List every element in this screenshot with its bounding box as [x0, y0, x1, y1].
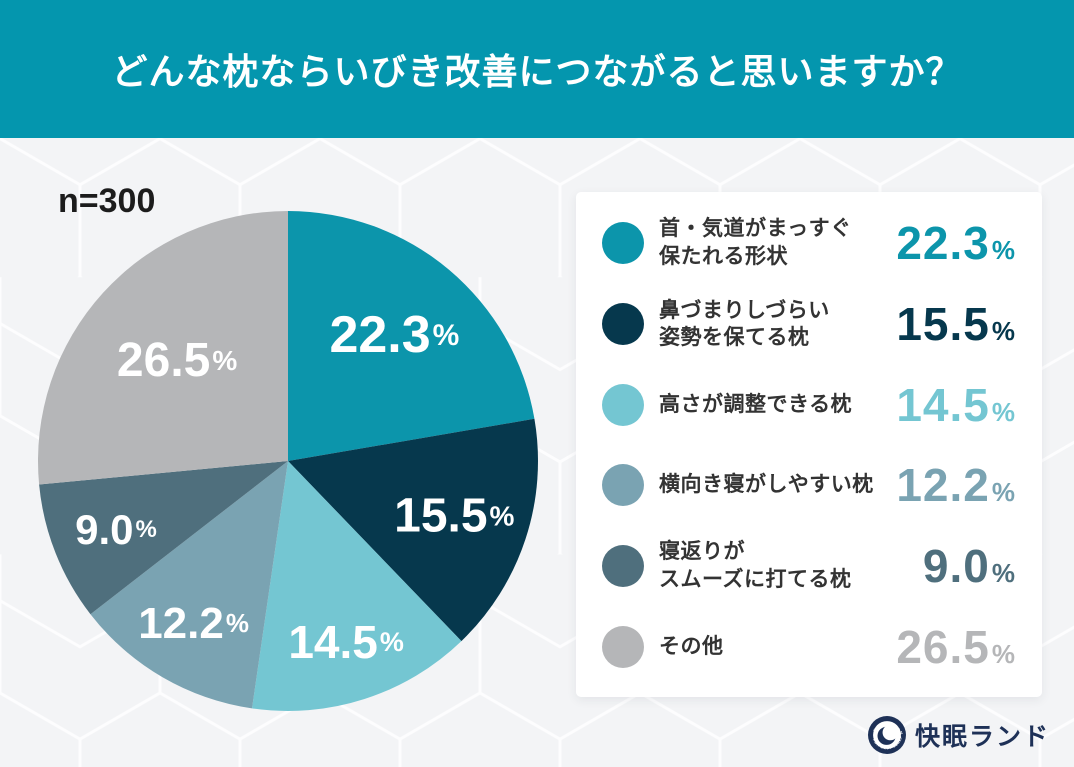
pie-chart-container: 22.3% 15.5% 14.5% 12.2% 9.0% 26.5%: [35, 208, 541, 714]
legend-value: 14.5%: [896, 379, 1016, 432]
pie-slice-label: 14.5%: [288, 616, 404, 668]
legend-swatch: [602, 625, 644, 668]
pie-slice-label: 15.5%: [394, 489, 514, 542]
pie-slice-1: [288, 418, 538, 642]
legend-card: 首・気道がまっすぐ 保たれる形状 22.3% 鼻づまりしづらい 姿勢を保てる枕 …: [576, 192, 1042, 697]
pie-slice-label: 22.3%: [329, 306, 459, 364]
legend-item: 寝返りが スムーズに打てる枕 9.0%: [576, 538, 1042, 593]
pie-slice-2: [252, 461, 462, 711]
legend-label: 高さが調整できる枕: [659, 393, 853, 417]
legend-item: 高さが調整できる枕 14.5%: [576, 378, 1042, 432]
legend-swatch: [602, 384, 644, 427]
legend-label: 鼻づまりしづらい 姿勢を保てる枕: [659, 298, 830, 350]
pie-slice-5: [38, 211, 288, 485]
legend-value: 26.5%: [896, 620, 1016, 673]
brand-footer: KAIMIN LAND FOR BEST SLEEP 快眠ランド: [867, 716, 1050, 754]
pie-chart: 22.3% 15.5% 14.5% 12.2% 9.0% 26.5%: [38, 211, 538, 711]
legend-value: 9.0%: [922, 540, 1016, 593]
legend-value: 22.3%: [896, 216, 1016, 269]
pie-slice-label: 26.5%: [117, 334, 237, 387]
pie-slice-label: 12.2%: [138, 599, 249, 648]
legend-swatch: [602, 545, 644, 588]
legend-item: 首・気道がまっすぐ 保たれる形状 22.3%: [576, 215, 1042, 270]
legend-value: 12.2%: [896, 459, 1016, 512]
legend-item: 鼻づまりしづらい 姿勢を保てる枕 15.5%: [576, 297, 1042, 352]
sample-size-label: n=300: [58, 182, 156, 220]
pie-slice-4: [39, 461, 288, 615]
legend-label: その他: [659, 635, 724, 659]
brand-name: 快眠ランド: [914, 723, 1050, 751]
legend-swatch: [602, 303, 644, 346]
pie-slice-3: [90, 461, 289, 709]
pie-slice-0: [288, 211, 535, 461]
page-title: どんな枕ならいびき改善につながると思いますか？: [111, 51, 963, 92]
pie-slice-label: 9.0%: [75, 506, 157, 553]
legend-swatch: [602, 464, 644, 507]
legend-value: 15.5%: [896, 298, 1016, 351]
legend-label: 横向き寝がしやすい枕: [659, 473, 874, 497]
crescent-moon-logo-icon: KAIMIN LAND FOR BEST SLEEP: [867, 716, 906, 754]
legend-swatch: [602, 221, 644, 264]
legend-label: 首・気道がまっすぐ 保たれる形状: [659, 217, 852, 268]
legend-item: その他 26.5%: [576, 620, 1042, 674]
legend-label: 寝返りが スムーズに打てる枕: [659, 540, 852, 592]
legend-item: 横向き寝がしやすい枕 12.2%: [576, 458, 1042, 512]
header-banner: どんな枕ならいびき改善につながると思いますか？: [0, 0, 1074, 138]
